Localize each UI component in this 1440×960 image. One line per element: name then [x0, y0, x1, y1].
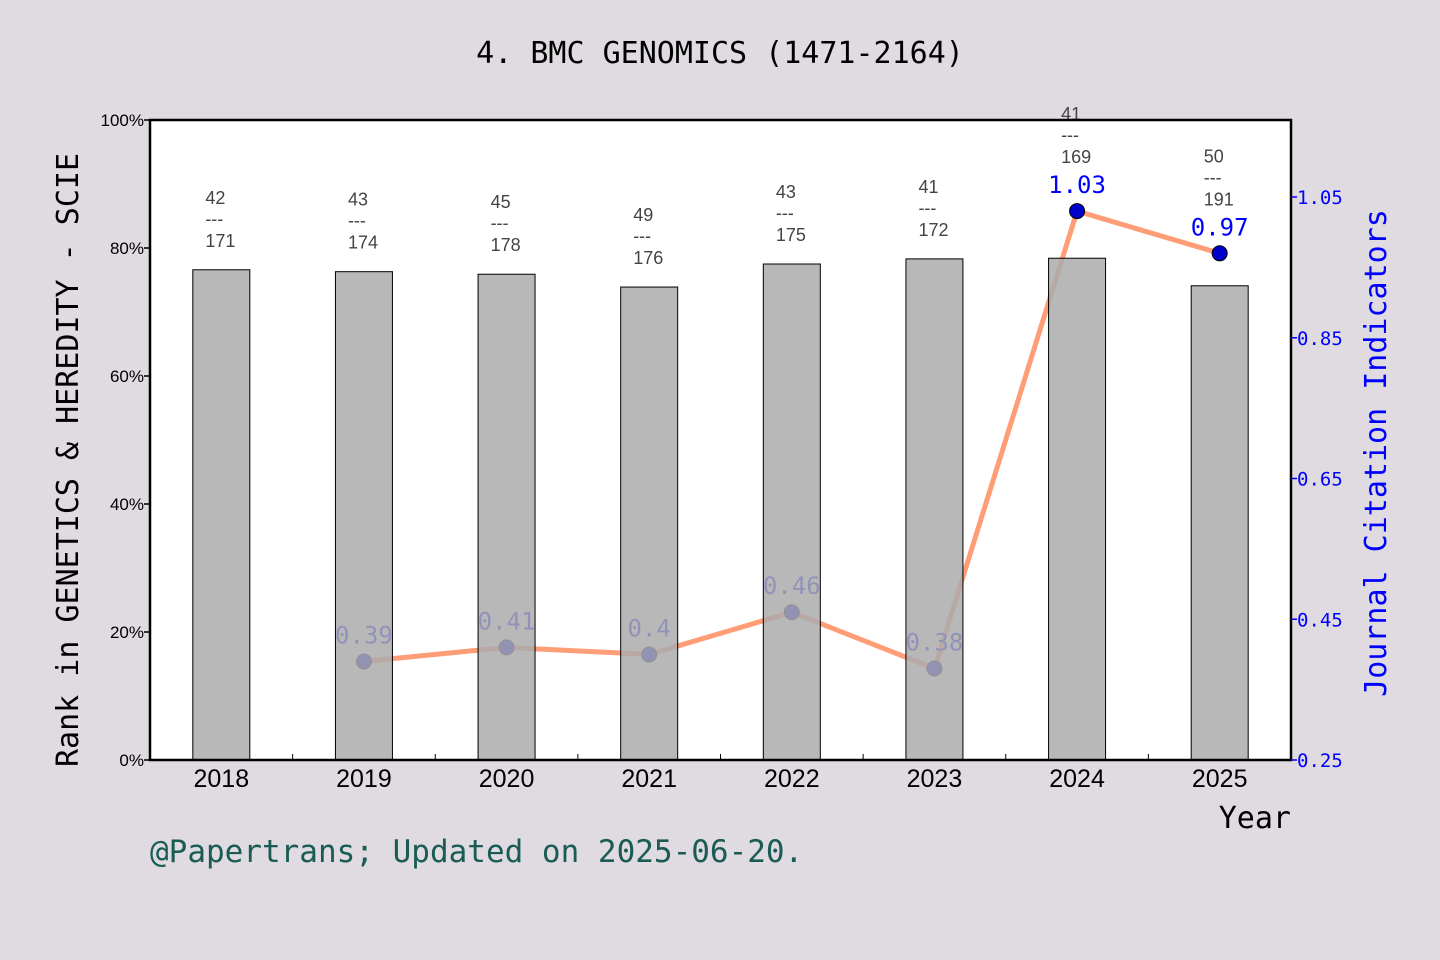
x-tick-label: 2020: [479, 765, 535, 793]
bar-2020: [477, 273, 536, 761]
y-tick-label: 100%: [101, 111, 144, 130]
y-right-tick-label: 0.65: [1297, 469, 1343, 491]
rank-total: 174: [348, 233, 378, 253]
bar-2025: [1190, 285, 1249, 761]
plot-area: [150, 120, 1291, 760]
y-tick-label: 60%: [110, 367, 144, 386]
rank-separator: ---: [776, 203, 794, 223]
y-axis-label: Rank in GENETICS & HEREDITY - SCIE: [51, 153, 86, 767]
rank-separator: ---: [633, 226, 651, 246]
jci-label: 0.97: [1191, 213, 1249, 241]
rank-total: 178: [491, 235, 521, 255]
x-tick-label: 2023: [907, 765, 963, 793]
y-tick-label: 20%: [110, 623, 144, 642]
rank-label: 41: [918, 177, 938, 197]
y-right-tick-label: 1.05: [1297, 187, 1343, 209]
footer-credit: @Papertrans; Updated on 2025-06-20.: [150, 834, 804, 870]
jci-point: [1211, 245, 1228, 262]
rank-total: 175: [776, 225, 806, 245]
x-tick-label: 2021: [621, 765, 677, 793]
y-right-axis-label: Journal Citation Indicators: [1359, 209, 1394, 697]
y-right-tick-label: 0.45: [1297, 609, 1343, 631]
bar-2024: [1048, 257, 1107, 761]
rank-separator: ---: [1204, 167, 1222, 187]
chart-title: 4. BMC GENOMICS (1471-2164): [476, 36, 964, 71]
rank-label: 43: [348, 190, 368, 210]
bar-2023: [905, 258, 964, 761]
jci-point: [1069, 203, 1086, 220]
rank-total: 176: [633, 248, 663, 268]
rank-total: 191: [1204, 189, 1234, 209]
rank-label: 50: [1204, 146, 1224, 166]
rank-total: 171: [205, 231, 235, 251]
rank-label: 42: [205, 188, 225, 208]
x-tick-label: 2024: [1049, 765, 1105, 793]
x-tick-label: 2022: [764, 765, 820, 793]
jci-label: 1.03: [1048, 171, 1106, 199]
y-right-tick-label: 0.25: [1297, 750, 1343, 772]
x-tick-label: 2018: [194, 765, 250, 793]
y-tick-label: 80%: [110, 239, 144, 258]
y-tick-label: 0%: [119, 751, 144, 770]
x-tick-label: 2019: [336, 765, 392, 793]
rank-separator: ---: [918, 198, 936, 218]
rank-label: 45: [491, 192, 511, 212]
rank-separator: ---: [1061, 125, 1079, 145]
bar-2019: [334, 271, 393, 761]
rank-separator: ---: [205, 209, 223, 229]
bar-2022: [762, 263, 821, 761]
y-right-tick-label: 0.85: [1297, 328, 1343, 350]
x-axis-label: Year: [1219, 801, 1291, 836]
x-tick-label: 2025: [1192, 765, 1248, 793]
y-tick-label: 40%: [110, 495, 144, 514]
rank-separator: ---: [491, 213, 509, 233]
rank-label: 43: [776, 182, 796, 202]
rank-total: 169: [1061, 147, 1091, 167]
rank-label: 49: [633, 205, 653, 225]
rank-total: 172: [918, 220, 948, 240]
bar-2021: [620, 286, 679, 761]
bar-2018: [192, 269, 251, 761]
rank-separator: ---: [348, 211, 366, 231]
